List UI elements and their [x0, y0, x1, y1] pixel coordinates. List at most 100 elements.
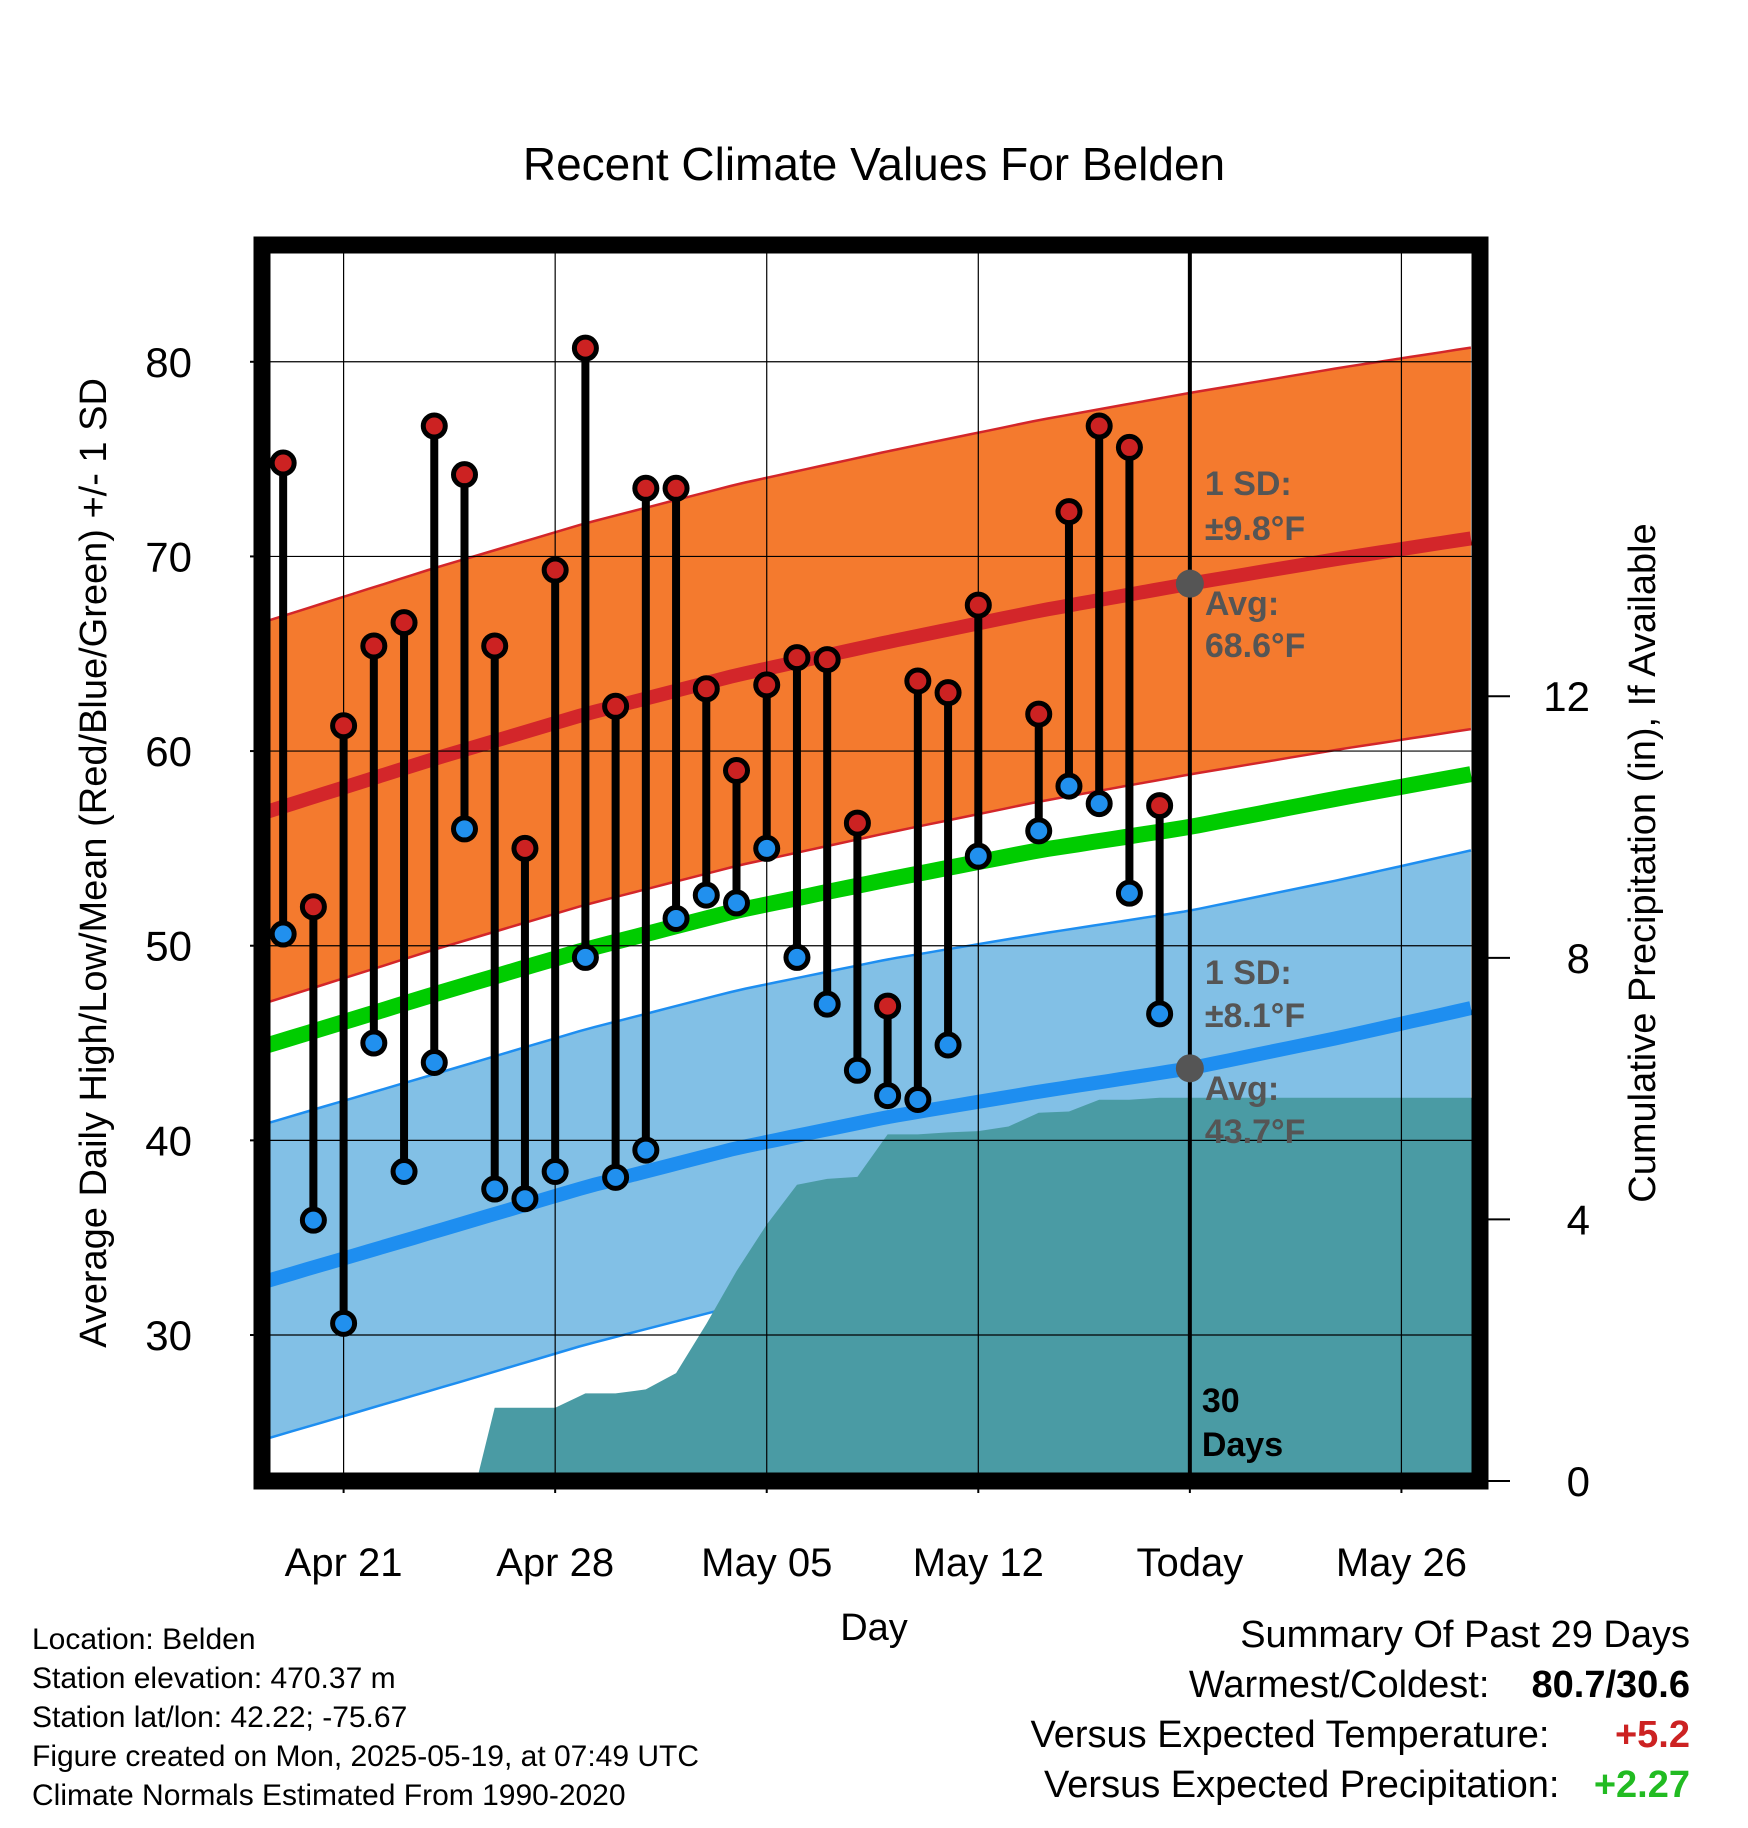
high-temp-point — [1025, 700, 1053, 728]
high-temp-point — [450, 461, 478, 489]
high-temp-point — [360, 632, 388, 660]
precip-value: +2.27 — [1593, 1764, 1690, 1806]
high-temp-point — [481, 632, 509, 660]
x-tick-label: Today — [1136, 1541, 1243, 1585]
low-temp-point — [602, 1163, 630, 1191]
window-days-value: 30 — [1202, 1382, 1240, 1420]
high-temp-point — [269, 449, 297, 477]
high-temp-point — [1146, 792, 1174, 820]
low-temp-point — [571, 943, 599, 971]
x-tick-label: Apr 28 — [496, 1541, 614, 1585]
temp-value: +5.2 — [1614, 1714, 1690, 1756]
daily-range-bars — [269, 334, 1174, 1337]
high-temp-point — [662, 474, 690, 502]
elevation-text: Station elevation: 470.37 m — [32, 1662, 396, 1695]
low-temp-point — [541, 1158, 569, 1186]
low-temp-point — [1115, 879, 1143, 907]
summary-title: Summary Of Past 29 Days — [1240, 1614, 1690, 1656]
normal-mean-line — [262, 766, 1473, 1055]
high-temp-point — [904, 667, 932, 695]
low-avg-value: 43.7°F — [1205, 1113, 1306, 1151]
low-avg-label: Avg: — [1205, 1070, 1279, 1108]
high-temp-point — [692, 675, 720, 703]
high-temp-point — [843, 809, 871, 837]
high-temp-point — [541, 556, 569, 584]
low-sd-upper-edge — [262, 849, 1472, 1127]
low-temp-point — [783, 943, 811, 971]
y-left-tick-label: 40 — [145, 1117, 192, 1164]
low-temp-point — [843, 1056, 871, 1084]
high-sd-value: ±9.8°F — [1205, 510, 1305, 548]
low-temp-point — [420, 1049, 448, 1077]
low-temp-point — [662, 904, 690, 932]
created-text: Figure created on Mon, 2025-05-19, at 07… — [32, 1740, 700, 1773]
high-temp-point — [723, 757, 751, 785]
high-temp-point — [299, 893, 327, 921]
high-temp-point — [934, 679, 962, 707]
cumulative-precip-area — [262, 1097, 1480, 1481]
high-temp-point — [813, 646, 841, 674]
low-temp-point — [481, 1175, 509, 1203]
y-right-tick-label: 8 — [1567, 935, 1590, 982]
low-sd-band — [262, 850, 1471, 1441]
high-temp-point — [783, 644, 811, 672]
precip-label: Versus Expected Precipitation: — [1044, 1764, 1560, 1806]
high-temp-point — [1115, 433, 1143, 461]
high-sd-lower-edge — [262, 727, 1472, 1006]
high-temp-point — [602, 692, 630, 720]
normals-source-text: Climate Normals Estimated From 1990-2020 — [32, 1779, 626, 1812]
low-temp-point — [360, 1029, 388, 1057]
summary-warmest-coldest: Warmest/Coldest: 80.7/30.6 — [1031, 1660, 1690, 1710]
high-sd-label: 1 SD: — [1205, 465, 1292, 503]
high-temp-point — [420, 412, 448, 440]
today-marker — [1175, 245, 1204, 1481]
x-axis-label: Day — [840, 1607, 908, 1649]
low-temp-point — [1025, 817, 1053, 845]
high-temp-point — [511, 834, 539, 862]
low-temp-point — [511, 1185, 539, 1213]
axes: 30 40 50 60 70 80 0 4 8 12 Apr 21 Apr 28 May 05 May 1… — [145, 263, 1590, 1585]
high-temp-point — [874, 992, 902, 1020]
high-temp-point — [330, 712, 358, 740]
high-temp-point — [1055, 498, 1083, 526]
today-high-avg-point — [1175, 569, 1204, 598]
y-axis-left-label: Average Daily High/Low/Mean (Red/Blue/Gr… — [73, 378, 115, 1348]
y-left-tick-label: 70 — [145, 533, 192, 580]
low-temp-point — [1055, 772, 1083, 800]
window-days-label: Days — [1202, 1426, 1283, 1464]
high-temp-point — [632, 474, 660, 502]
summary-temperature: Versus Expected Temperature: +5.2 — [1031, 1710, 1690, 1760]
summary-panel: Summary Of Past 29 Days Warmest/Coldest:… — [1031, 1610, 1690, 1810]
station-info: Location: Belden Station elevation: 470.… — [32, 1620, 699, 1815]
low-temp-point — [390, 1158, 418, 1186]
low-temp-point — [813, 990, 841, 1018]
high-temp-point — [964, 591, 992, 619]
y-left-tick-label: 50 — [145, 923, 192, 970]
warmest-coldest-value: 80.7/30.6 — [1531, 1664, 1690, 1706]
temp-label: Versus Expected Temperature: — [1030, 1714, 1550, 1756]
low-temp-point — [299, 1206, 327, 1234]
x-tick-label: May 05 — [701, 1541, 832, 1585]
high-temp-point — [571, 334, 599, 362]
high-temp-point — [390, 609, 418, 637]
x-tick-label: May 26 — [1336, 1541, 1467, 1585]
high-temp-point — [753, 671, 781, 699]
low-temp-point — [330, 1309, 358, 1337]
warmest-coldest-label: Warmest/Coldest: — [1188, 1664, 1490, 1706]
summary-precipitation: Versus Expected Precipitation: +2.27 — [1031, 1760, 1690, 1810]
low-temp-point — [632, 1136, 660, 1164]
x-tick-label: Apr 21 — [285, 1541, 403, 1585]
normal-annotations: 1 SD: ±9.8°F Avg: 68.6°F 1 SD: ±8.1°F Avg: 43.7… — [1202, 465, 1306, 1464]
y-left-tick-label: 80 — [145, 339, 192, 386]
high-avg-label: Avg: — [1205, 585, 1279, 623]
y-left-tick-label: 30 — [145, 1312, 192, 1359]
precipitation-area — [262, 1097, 1480, 1481]
low-temp-point — [964, 842, 992, 870]
low-temp-point — [269, 920, 297, 948]
low-temp-point — [1146, 1000, 1174, 1028]
low-temp-point — [753, 834, 781, 862]
today-low-avg-point — [1175, 1054, 1204, 1083]
plot-frame — [253, 236, 1489, 1490]
low-temp-point — [723, 889, 751, 917]
low-sd-value: ±8.1°F — [1205, 997, 1305, 1035]
